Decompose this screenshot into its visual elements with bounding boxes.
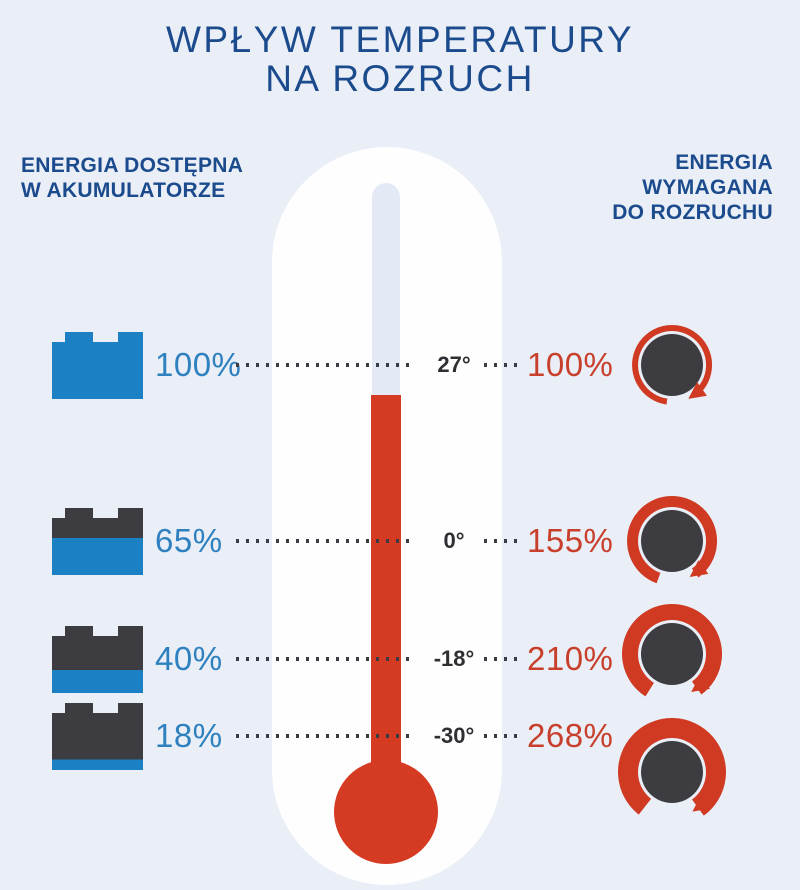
required-energy-header-line-1: ENERGIA xyxy=(675,151,773,174)
battery-terminal xyxy=(118,703,143,714)
available-energy-value: 18% xyxy=(155,717,223,754)
battery-body xyxy=(52,636,143,693)
temperature-row-minus30: 18% -30° 268% xyxy=(0,696,800,816)
battery-terminal xyxy=(65,703,93,714)
temperature-label: -18° xyxy=(433,646,475,671)
battery-terminal xyxy=(65,508,93,519)
available-energy-value: 65% xyxy=(155,522,223,559)
dotted-leader-line xyxy=(484,363,522,367)
starter-current-gauge-icon xyxy=(618,718,726,816)
battery-terminal xyxy=(118,332,143,343)
thermometer-bulb xyxy=(334,760,438,864)
battery-terminal xyxy=(65,626,93,637)
starter-current-gauge-icon xyxy=(622,604,722,697)
starter-current-gauge-icon xyxy=(627,496,718,584)
temperature-row-0: 65% 0° 155% xyxy=(0,496,800,584)
dotted-leader-line xyxy=(484,657,522,661)
dotted-leader-line xyxy=(236,539,412,543)
temperature-row-minus18: 40% -18° 210% xyxy=(0,604,800,699)
temperature-label: -30° xyxy=(433,723,475,748)
battery-body xyxy=(52,342,143,399)
required-energy-header: ENERGIA WYMAGANA DO ROZRUCHU xyxy=(612,150,773,225)
temperature-label: 0° xyxy=(443,528,465,553)
starter-current-gauge-icon xyxy=(632,324,713,405)
required-energy-value: 268% xyxy=(527,717,614,754)
dotted-leader-line xyxy=(236,657,412,661)
title-line-1: WPŁYW TEMPERATURY xyxy=(165,19,635,60)
required-energy-header-line-2: WYMAGANA xyxy=(642,176,773,199)
battery-terminal xyxy=(118,626,143,637)
required-energy-value: 100% xyxy=(527,346,614,383)
battery-icon xyxy=(52,703,143,770)
dotted-leader-line xyxy=(236,363,412,367)
temperature-row-27: 100% 27° 100% xyxy=(0,324,800,405)
page-title: WPŁYW TEMPERATURY NA ROZRUCH xyxy=(0,20,800,98)
dotted-leader-line xyxy=(484,539,522,543)
title-line-2: NA ROZRUCH xyxy=(265,58,535,99)
thermometer-mercury-column xyxy=(371,395,401,815)
battery-icon xyxy=(52,626,143,693)
battery-body xyxy=(52,518,143,575)
available-energy-header-line-2: W AKUMULATORZE xyxy=(21,179,226,202)
available-energy-header: ENERGIA DOSTĘPNA W AKUMULATORZE xyxy=(21,153,243,203)
thermometer-icon xyxy=(272,147,502,885)
temperature-label: 27° xyxy=(437,352,471,377)
available-energy-value: 40% xyxy=(155,640,223,677)
battery-terminal xyxy=(65,332,93,343)
dotted-leader-line xyxy=(236,734,412,738)
battery-terminal xyxy=(118,508,143,519)
battery-body xyxy=(52,713,143,770)
required-energy-header-line-3: DO ROZRUCHU xyxy=(612,201,773,224)
dotted-leader-line xyxy=(484,734,522,738)
required-energy-value: 210% xyxy=(527,640,614,677)
battery-icon xyxy=(52,508,143,575)
available-energy-header-line-1: ENERGIA DOSTĘPNA xyxy=(21,154,244,177)
battery-icon xyxy=(52,332,143,399)
required-energy-value: 155% xyxy=(527,522,614,559)
available-energy-value: 100% xyxy=(155,346,242,383)
